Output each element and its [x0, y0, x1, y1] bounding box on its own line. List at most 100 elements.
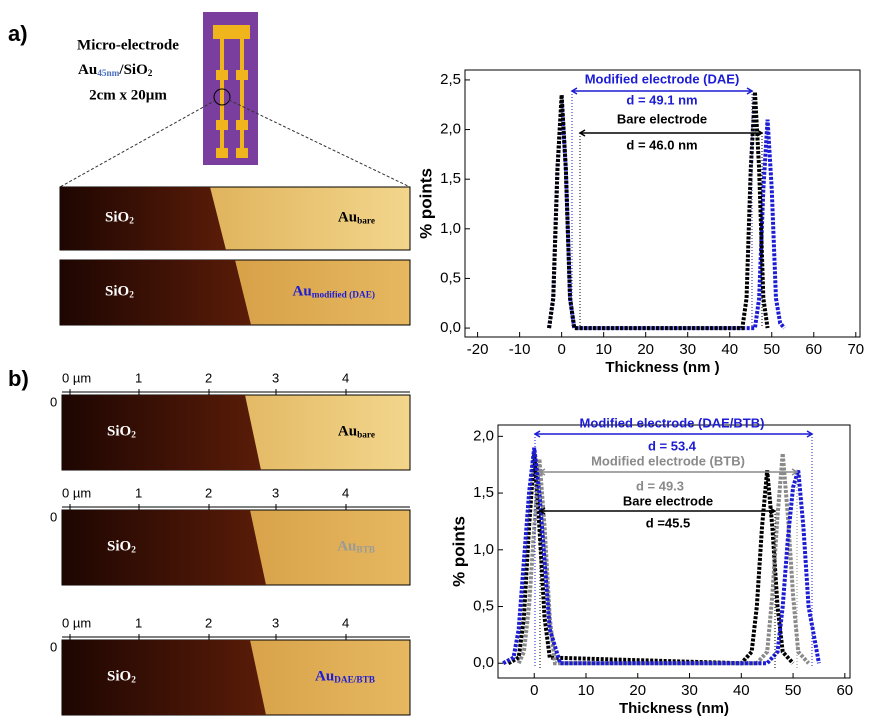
afm-axis-tick: 4	[342, 485, 349, 500]
afm-axis-tick: 0 µm	[62, 370, 91, 385]
y-axis-label: % points	[449, 516, 468, 587]
afm-axis-tick: 0 µm	[62, 485, 91, 500]
x-tick-label: 40	[733, 682, 750, 699]
x-tick-label: 50	[763, 341, 780, 358]
x-tick-label: -10	[509, 341, 531, 358]
afm-image	[59, 259, 411, 326]
x-axis-label: Thickness (nm )	[605, 359, 719, 376]
afm-y-tick: 0	[50, 509, 57, 524]
afm-sio2-label: SiO2	[107, 424, 136, 440]
y-tick-label: 1,0	[440, 220, 461, 237]
afm-axis-tick: 3	[272, 485, 279, 500]
afm-au-label: Aubare	[338, 424, 375, 440]
annotation: d =45.5	[646, 515, 690, 530]
x-tick-label: 50	[785, 682, 802, 699]
x-tick-label: 20	[637, 341, 654, 358]
subscript: 2	[129, 290, 134, 300]
subscript: DAE/BTB	[334, 675, 375, 685]
text-part: Au	[315, 669, 334, 685]
y-tick-label: 0,5	[440, 269, 461, 286]
x-tick-label: 0	[557, 341, 565, 358]
afm-axis-tick: 1	[135, 485, 142, 500]
afm-axis-tick: 0 µm	[62, 615, 91, 630]
afm-sio2-region	[62, 395, 261, 470]
text-part: SiO	[105, 210, 129, 226]
text-part: SiO	[107, 539, 131, 555]
afm-axis-tick: 1	[135, 615, 142, 630]
y-tick-label: 0,0	[473, 654, 494, 671]
x-tick-label: -20	[467, 341, 489, 358]
x-tick-label: 20	[629, 682, 646, 699]
annotation: d = 49.1 nm	[626, 92, 697, 107]
x-axis-label: Thickness (nm)	[619, 700, 729, 717]
afm-sio2-region	[62, 510, 266, 585]
subscript: 2	[131, 675, 136, 685]
annotation: Bare electrode	[617, 111, 707, 126]
text-part: Au	[338, 210, 357, 226]
afm-sio2-region	[60, 260, 251, 325]
afm-axis-tick: 3	[272, 370, 279, 385]
x-tick-label: 30	[681, 682, 698, 699]
subscript: BTB	[356, 545, 375, 555]
afm-sio2-label: SiO2	[105, 210, 134, 226]
plot-frame	[464, 69, 861, 338]
text-part: /SiO	[118, 62, 147, 78]
text-part: SiO	[107, 669, 131, 685]
subscript: modified (DAE)	[312, 289, 375, 300]
x-tick-label: 60	[836, 682, 853, 699]
data-line	[502, 447, 821, 666]
y-tick-label: 2,0	[440, 121, 461, 138]
electrode-size: 2cm x 20µm	[89, 87, 167, 103]
afm-sio2-label: SiO2	[107, 539, 136, 555]
annotation: Modified electrode (DAE/BTB)	[580, 415, 765, 430]
plot-frame	[497, 424, 851, 679]
text-part: Au	[78, 62, 97, 78]
afm-axis-tick: 4	[342, 370, 349, 385]
x-tick-label: 60	[805, 341, 822, 358]
y-tick-label: 0,5	[473, 597, 494, 614]
annotation: d = 53.4	[648, 438, 697, 453]
afm-image	[59, 186, 411, 251]
afm-au-label: AuDAE/BTB	[315, 669, 375, 685]
y-tick-label: 1,5	[440, 170, 461, 187]
afm-sio2-label: SiO2	[105, 284, 134, 300]
subscript: 2	[131, 430, 136, 440]
y-tick-label: 2,5	[440, 71, 461, 88]
annotation: Modified electrode (BTB)	[591, 453, 745, 468]
subscript: 2	[131, 545, 136, 555]
afm-image	[61, 509, 411, 586]
afm-sio2-region	[60, 187, 226, 250]
afm-axis-tick: 2	[205, 615, 212, 630]
data-line	[547, 99, 786, 331]
text-part: SiO	[107, 424, 131, 440]
afm-y-tick: 0	[50, 639, 57, 654]
afm-image	[61, 639, 411, 716]
y-tick-label: 1,5	[473, 484, 494, 501]
afm-axis-tick: 4	[342, 615, 349, 630]
x-tick-label: 10	[578, 682, 595, 699]
afm-y-tick: 0	[50, 394, 57, 409]
annotation: Bare electrode	[623, 493, 713, 508]
subscript: 2	[148, 69, 153, 79]
afm-sio2-label: SiO2	[107, 669, 136, 685]
afm-axis-tick: 1	[135, 370, 142, 385]
annotation: d = 49.3	[636, 478, 684, 493]
y-tick-label: 1,0	[473, 541, 494, 558]
annotation: d = 46.0 nm	[626, 137, 697, 152]
afm-axis-tick: 2	[205, 485, 212, 500]
subscript: 2	[129, 216, 134, 226]
y-tick-label: 2,0	[473, 427, 494, 444]
afm-axis-tick: 3	[272, 615, 279, 630]
x-tick-label: 30	[679, 341, 696, 358]
afm-axis-tick: 2	[205, 370, 212, 385]
panel-label: b)	[8, 366, 29, 391]
afm-au-label: AuBTB	[337, 539, 375, 555]
subscript: bare	[357, 430, 375, 440]
annotation: Modified electrode (DAE)	[585, 71, 740, 86]
afm-au-label: Aubare	[338, 210, 375, 226]
x-tick-label: 10	[595, 341, 612, 358]
x-tick-label: 40	[721, 341, 738, 358]
x-tick-label: 0	[530, 682, 538, 699]
electrode-diagram	[59, 12, 411, 188]
